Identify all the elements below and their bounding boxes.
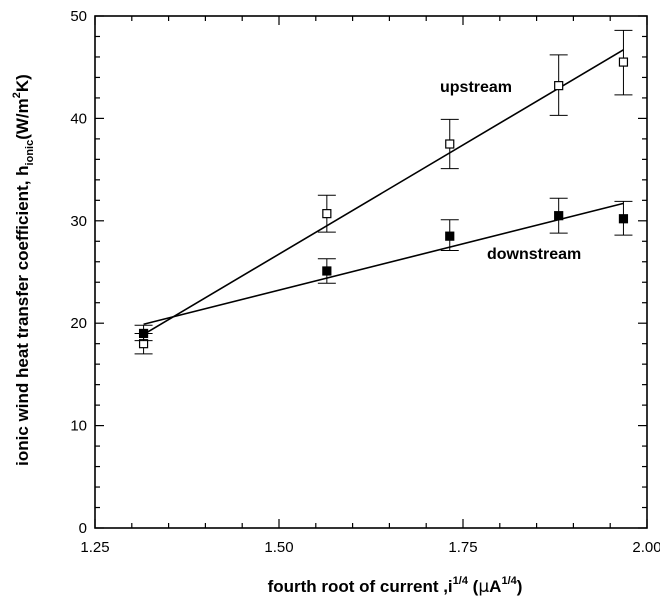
series-layer [134, 29, 633, 355]
y-tick-label: 40 [70, 110, 87, 127]
x-axis-title-mu: µ [478, 577, 489, 597]
y-axis-title-main: ionic wind heat transfer coefficient, h [13, 165, 32, 465]
x-tick-label: 2.00 [632, 539, 660, 556]
plot-frame [94, 15, 648, 529]
y-tick-label: 20 [70, 315, 87, 332]
series-label-upstream: upstream [440, 79, 512, 96]
data-point-upstream [322, 209, 332, 219]
x-tick-label: 1.25 [80, 539, 109, 556]
x-axis-title-main: fourth root of current ,i [268, 577, 453, 596]
fit-line-downstream [143, 202, 624, 325]
y-tick-label: 50 [70, 8, 87, 25]
x-axis-title-open: ( [468, 577, 479, 596]
y-tick-label: 10 [70, 418, 87, 435]
y-axis-title-open: (W/m [13, 98, 32, 140]
data-point-downstream [445, 231, 455, 241]
x-axis-title-exp2: 1/4 [501, 575, 517, 587]
data-point-downstream [554, 211, 564, 221]
data-point-upstream [445, 139, 455, 149]
y-axis-title: ionic wind heat transfer coefficient, hi… [11, 74, 36, 466]
data-point-downstream [322, 266, 332, 276]
x-axis-title-close: ) [517, 577, 523, 596]
data-point-downstream [138, 328, 149, 339]
x-tick-label: 1.75 [448, 539, 477, 556]
series-downstream [134, 197, 633, 342]
data-point-upstream [618, 57, 629, 67]
x-axis-title-exp1: 1/4 [453, 575, 469, 587]
series-label-downstream: downstream [487, 246, 581, 263]
data-point-upstream [554, 81, 564, 91]
tick-labels: 1.25 1.50 1.75 2.00 0 10 20 30 40 50 [70, 8, 660, 556]
y-axis-title-sub: ionic [24, 140, 36, 166]
y-tick-label: 30 [70, 213, 87, 230]
axis-ticks [94, 15, 648, 529]
x-tick-label: 1.50 [264, 539, 293, 556]
data-point-downstream [618, 214, 629, 224]
x-axis-title: fourth root of current ,i1/4 (µA1/4) [268, 575, 523, 597]
y-axis-title-close: K) [13, 74, 32, 92]
plot-border [94, 15, 648, 529]
fit-line-upstream [143, 49, 624, 336]
x-axis-title-unit: A [489, 577, 501, 596]
series-upstream [134, 29, 633, 355]
y-axis-title-exp: 2 [11, 92, 23, 98]
y-tick-label: 0 [79, 520, 87, 537]
